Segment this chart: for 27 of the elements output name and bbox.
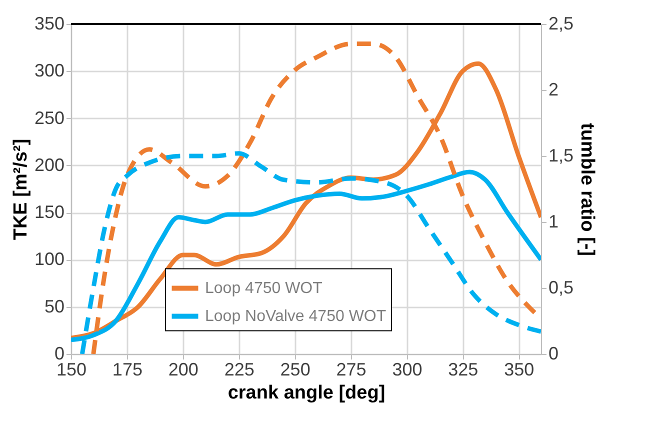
- x-tick-label: 200: [168, 360, 198, 380]
- x-tick-label: 300: [392, 360, 422, 380]
- x-tick-label: 250: [280, 360, 310, 380]
- x-tick-label: 175: [112, 360, 142, 380]
- legend-label: Loop NoValve 4750 WOT: [205, 308, 386, 326]
- y2-tick-label: 1: [548, 212, 559, 232]
- x-tick-label: 275: [336, 360, 366, 380]
- y-tick-label: 150: [34, 202, 64, 222]
- y2-tick-label: 2,5: [548, 14, 574, 34]
- y-tick-label: 350: [34, 14, 64, 34]
- y-tick-label: 300: [34, 60, 64, 81]
- x-tick-label: 325: [448, 360, 478, 380]
- x-tick-label: 350: [504, 360, 534, 380]
- y-tick-label: 100: [34, 249, 64, 270]
- y-tick-label: 0: [54, 344, 64, 364]
- x-axis-title: crank angle [deg]: [228, 382, 386, 404]
- y2-tick-label: 2: [548, 80, 559, 100]
- y-tick-label: 50: [44, 296, 64, 316]
- y-tick-label: 200: [34, 154, 64, 175]
- y2-tick-label: 0,5: [548, 278, 574, 298]
- x-tick-label: 225: [224, 360, 254, 380]
- y2-tick-label: 1,5: [548, 146, 574, 166]
- legend-label: Loop 4750 WOT: [205, 280, 323, 298]
- y-axis-title: TKE [m²/s²]: [10, 138, 32, 240]
- y-tick-label: 250: [34, 108, 64, 128]
- y2-axis-title: tumble ratio [-]: [576, 123, 598, 256]
- y2-tick-label: 0: [548, 344, 559, 364]
